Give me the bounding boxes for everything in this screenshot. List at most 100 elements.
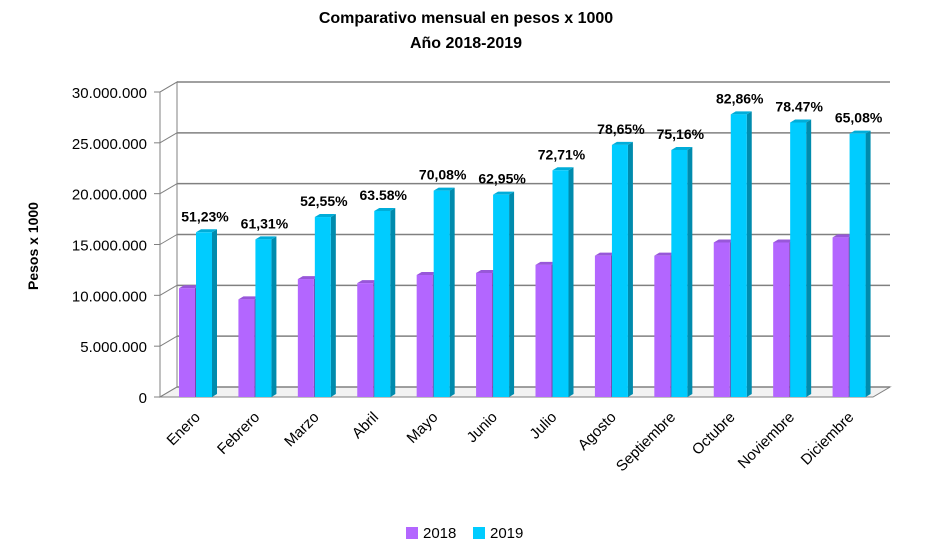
data-label: 78.47% bbox=[775, 99, 823, 115]
x-tick-label: Noviembre bbox=[735, 409, 798, 472]
bar-2019-top bbox=[552, 167, 574, 171]
bar-2018-front bbox=[416, 275, 433, 397]
bar-2018-front bbox=[773, 242, 790, 397]
bar-2019-top bbox=[611, 141, 633, 145]
bar-2019-top bbox=[671, 146, 693, 150]
bar-2019-front bbox=[849, 133, 866, 397]
bar-2019-front bbox=[730, 114, 747, 397]
bar-2019 bbox=[552, 167, 574, 397]
data-label: 70,08% bbox=[419, 167, 467, 183]
gridline-depth bbox=[159, 335, 178, 347]
bar-2019 bbox=[196, 229, 217, 397]
bar-2018-top bbox=[179, 285, 200, 289]
x-tick-label: Mayo bbox=[404, 409, 442, 447]
bar-2019 bbox=[255, 236, 277, 397]
data-label: 52,55% bbox=[300, 193, 348, 209]
x-tick-label: Marzo bbox=[281, 409, 322, 450]
bar-2018-top bbox=[297, 276, 319, 280]
bar-2018-front bbox=[476, 272, 493, 397]
bar-2018-top bbox=[713, 239, 735, 243]
x-tick-label: Diciembre bbox=[798, 409, 858, 469]
y-tick-label: 10.000.000 bbox=[72, 288, 147, 305]
data-label: 61,31% bbox=[241, 215, 289, 231]
bar-2019-front bbox=[374, 210, 391, 397]
bar-2019-side bbox=[687, 146, 693, 397]
bar-2019 bbox=[493, 191, 515, 397]
bar-2019-side bbox=[212, 229, 217, 397]
bar-2019-top bbox=[314, 214, 336, 218]
bar-2019-front bbox=[671, 149, 688, 397]
bar-2018-front bbox=[297, 279, 314, 397]
data-label: 62,95% bbox=[478, 171, 526, 187]
x-tick-label: Junio bbox=[464, 409, 501, 446]
legend-swatch-2018 bbox=[406, 527, 418, 539]
legend-swatch-2019 bbox=[473, 527, 485, 539]
data-label: 51,23% bbox=[181, 208, 229, 224]
bar-2018-top bbox=[476, 269, 498, 273]
y-tick-label: 5.000.000 bbox=[80, 339, 147, 356]
bar-2019-front bbox=[196, 232, 212, 397]
bar-2019 bbox=[611, 141, 633, 397]
x-tick-label: Agosto bbox=[575, 409, 620, 454]
bar-2019-top bbox=[493, 191, 515, 195]
y-tick-label: 30.000.000 bbox=[72, 85, 147, 102]
bar-2018-front bbox=[832, 237, 849, 397]
bar-2019 bbox=[374, 207, 396, 397]
bar-2019 bbox=[849, 130, 871, 397]
bar-2019-top bbox=[374, 207, 396, 211]
bar-2018-front bbox=[713, 242, 730, 397]
x-tick-label: Julio bbox=[526, 409, 560, 443]
y-tick-label: 15.000.000 bbox=[72, 238, 147, 255]
bar-2019-front bbox=[552, 170, 569, 397]
bar-2019-side bbox=[390, 207, 396, 397]
bar-2018-front bbox=[535, 264, 552, 397]
bar-2019 bbox=[433, 187, 455, 397]
gridline-depth bbox=[159, 183, 178, 195]
bar-2019-front bbox=[314, 217, 331, 397]
data-label: 65,08% bbox=[835, 110, 883, 126]
y-tick-label: 0 bbox=[139, 390, 147, 407]
gridline-depth bbox=[159, 234, 178, 245]
legend-label-2018: 2018 bbox=[423, 525, 456, 542]
bar-2018-top bbox=[416, 272, 438, 275]
gridline-depth bbox=[159, 284, 178, 296]
bar-2019-top bbox=[790, 119, 812, 123]
bar-2019 bbox=[730, 111, 752, 397]
bar-2018-top bbox=[654, 252, 676, 256]
bar-2018-front bbox=[238, 299, 255, 397]
bar-2019-side bbox=[271, 236, 277, 397]
bar-2019 bbox=[790, 119, 812, 397]
bar-2019-side bbox=[568, 167, 574, 397]
bar-2019-front bbox=[790, 122, 807, 397]
bar-2019-top bbox=[730, 111, 752, 115]
chart-subtitle: Año 2018-2019 bbox=[410, 35, 522, 52]
gridline-depth bbox=[159, 386, 178, 398]
bar-2019-side bbox=[330, 214, 336, 397]
bar-2019-front bbox=[433, 190, 450, 397]
bar-2018-front bbox=[594, 255, 611, 397]
bar-2018-top bbox=[238, 296, 260, 300]
x-tick-label: Septiembre bbox=[613, 409, 679, 475]
bar-2018-top bbox=[535, 261, 557, 265]
bar-2019-top bbox=[196, 229, 217, 233]
y-tick-label: 25.000.000 bbox=[72, 136, 147, 153]
x-tick-label: Abril bbox=[349, 409, 382, 442]
data-label: 63.58% bbox=[360, 187, 408, 203]
bar-2019-top bbox=[433, 187, 455, 191]
data-label: 72,71% bbox=[538, 146, 586, 162]
bar-2019 bbox=[314, 214, 336, 397]
bar-2019-side bbox=[627, 141, 633, 397]
x-tick-label: Octubre bbox=[689, 409, 739, 459]
bar-2018-front bbox=[654, 255, 671, 397]
bar-2019-side bbox=[865, 130, 871, 397]
bar-2019-side bbox=[509, 191, 515, 397]
legend-label-2019: 2019 bbox=[490, 525, 523, 542]
x-tick-label: Febrero bbox=[214, 409, 263, 458]
bar-2019-top bbox=[849, 130, 871, 134]
bar-2019-front bbox=[493, 194, 510, 397]
bar-2019-side bbox=[806, 119, 812, 397]
bar-2019-top bbox=[255, 236, 277, 240]
bar-2018-top bbox=[594, 252, 616, 256]
x-tick-label: Enero bbox=[164, 409, 204, 449]
